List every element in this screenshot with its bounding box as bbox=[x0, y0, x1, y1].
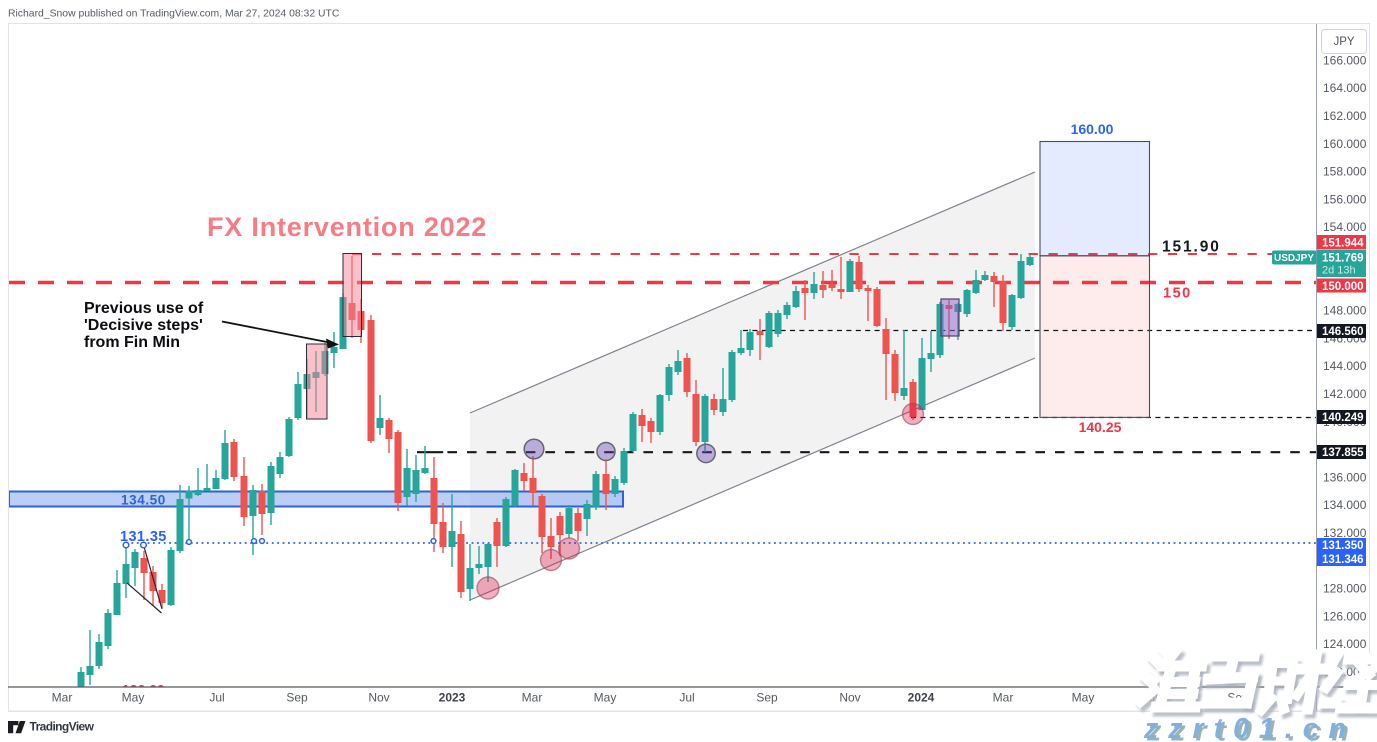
svg-text:137.855: 137.855 bbox=[1322, 447, 1364, 459]
svg-text:134.000: 134.000 bbox=[1323, 498, 1367, 512]
svg-text:151.90: 151.90 bbox=[1162, 239, 1221, 256]
svg-text:156.000: 156.000 bbox=[1323, 192, 1367, 206]
svg-text:2d 13h: 2d 13h bbox=[1322, 265, 1356, 277]
svg-text:131.346: 131.346 bbox=[1322, 554, 1364, 566]
svg-text:166.000: 166.000 bbox=[1323, 53, 1367, 67]
svg-text:150: 150 bbox=[1163, 286, 1192, 302]
svg-text:Nov: Nov bbox=[839, 691, 860, 705]
svg-text:Mar: Mar bbox=[993, 691, 1014, 705]
svg-text:136.000: 136.000 bbox=[1323, 470, 1367, 484]
svg-text:from Fin Min: from Fin Min bbox=[84, 334, 180, 351]
svg-text:154.000: 154.000 bbox=[1323, 220, 1367, 234]
svg-text:131.35: 131.35 bbox=[120, 529, 167, 545]
svg-text:160.000: 160.000 bbox=[1323, 137, 1367, 151]
svg-text:128.000: 128.000 bbox=[1323, 582, 1367, 596]
svg-text:140.249: 140.249 bbox=[1322, 412, 1364, 424]
svg-text:Nov: Nov bbox=[368, 691, 389, 705]
svg-text:May: May bbox=[594, 691, 617, 705]
svg-text:Mar: Mar bbox=[522, 691, 543, 705]
svg-text:131.350: 131.350 bbox=[1322, 540, 1364, 552]
svg-text:144.000: 144.000 bbox=[1323, 359, 1367, 373]
svg-text:2024: 2024 bbox=[908, 691, 935, 705]
svg-text:146.560: 146.560 bbox=[1322, 326, 1364, 338]
svg-text:158.000: 158.000 bbox=[1323, 165, 1367, 179]
svg-text:150.000: 150.000 bbox=[1322, 281, 1364, 293]
svg-text:May: May bbox=[122, 691, 145, 705]
svg-text:'Decisive steps': 'Decisive steps' bbox=[84, 317, 203, 334]
svg-text:USDJPY: USDJPY bbox=[1274, 253, 1314, 264]
svg-text:Jul: Jul bbox=[209, 691, 224, 705]
svg-text:Sep: Sep bbox=[756, 691, 778, 705]
svg-text:151.769: 151.769 bbox=[1322, 252, 1364, 264]
svg-text:Previous use of: Previous use of bbox=[84, 300, 204, 317]
svg-text:164.000: 164.000 bbox=[1323, 81, 1367, 95]
svg-text:124.000: 124.000 bbox=[1323, 637, 1367, 651]
svg-text:JPY: JPY bbox=[1333, 36, 1354, 48]
svg-text:zzrt01.cn: zzrt01.cn bbox=[1143, 713, 1356, 742]
svg-text:zzrt01.cn: zzrt01.cn bbox=[1146, 716, 1359, 742]
svg-text:162.000: 162.000 bbox=[1323, 109, 1367, 123]
svg-text:134.50: 134.50 bbox=[121, 493, 166, 508]
svg-text:160.00: 160.00 bbox=[1071, 121, 1114, 137]
svg-text:120.00: 120.00 bbox=[122, 682, 165, 698]
svg-text:Sep: Sep bbox=[286, 691, 308, 705]
svg-text:142.000: 142.000 bbox=[1323, 387, 1367, 401]
svg-text:Jul: Jul bbox=[679, 691, 694, 705]
svg-text:Richard_Snow published on Trad: Richard_Snow published on TradingView.co… bbox=[8, 9, 340, 20]
svg-text:148.000: 148.000 bbox=[1323, 304, 1367, 318]
svg-text:May: May bbox=[1072, 691, 1095, 705]
svg-text:FX Intervention 2022: FX Intervention 2022 bbox=[207, 212, 487, 242]
svg-text:126.000: 126.000 bbox=[1323, 609, 1367, 623]
svg-text:140.25: 140.25 bbox=[1079, 419, 1122, 435]
svg-text:Mar: Mar bbox=[52, 691, 73, 705]
svg-text:TradingView: TradingView bbox=[30, 720, 95, 734]
svg-text:151.944: 151.944 bbox=[1322, 237, 1364, 249]
svg-text:132.000: 132.000 bbox=[1323, 526, 1367, 540]
svg-text:2023: 2023 bbox=[439, 691, 466, 705]
